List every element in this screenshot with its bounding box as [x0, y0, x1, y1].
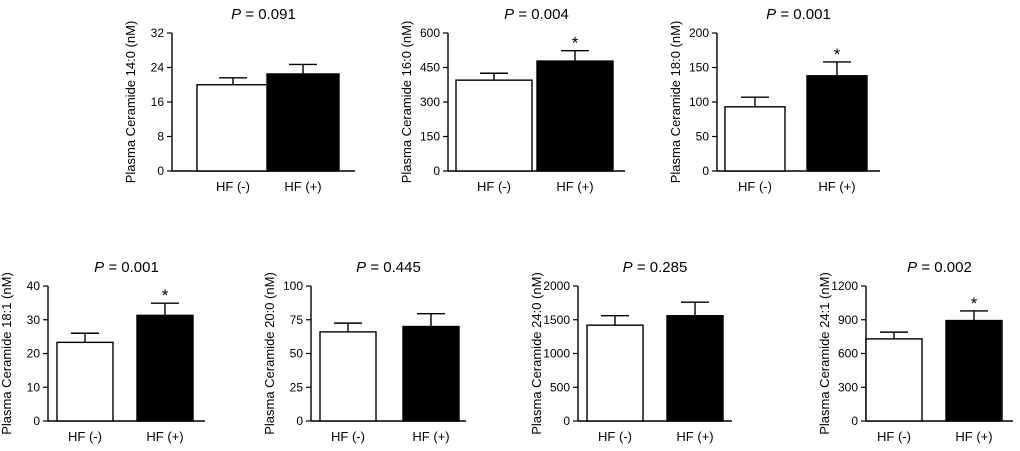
- y-tick-label: 32: [151, 26, 165, 40]
- x-category-label: HF (-): [68, 429, 102, 444]
- y-tick-label: 16: [151, 95, 165, 109]
- y-tick-label: 1000: [543, 347, 570, 361]
- y-axis-label: Plasma Ceramide 24:0 (nM): [529, 272, 544, 435]
- chart-panel-5: P = 0.445 0 25 50 75 100 Plasma Ceramide 20:0 …: [262, 259, 466, 444]
- y-axis-label: Plasma Ceramide 18:0 (nM): [668, 21, 683, 184]
- bar-hf-pos: [402, 325, 460, 422]
- bar-hf-neg: [455, 79, 533, 172]
- y-tick-label: 300: [838, 380, 858, 394]
- chart-title: P = 0.004: [504, 6, 569, 23]
- chart-title: P = 0.091: [231, 6, 296, 23]
- y-tick-label: 50: [696, 130, 710, 144]
- bar-hf-pos: [266, 73, 340, 172]
- x-category-label: HF (-): [738, 179, 772, 194]
- x-category-label: HF (-): [331, 429, 365, 444]
- y-tick-label: 2000: [543, 279, 570, 293]
- x-category-label: HF (+): [955, 429, 992, 444]
- y-tick-label: 24: [151, 61, 165, 75]
- y-tick-label: 0: [157, 164, 164, 178]
- bar-hf-pos: [666, 315, 724, 422]
- bar-hf-pos: [945, 319, 1003, 422]
- x-category-label: HF (-): [477, 179, 511, 194]
- x-category-label: HF (-): [216, 179, 250, 194]
- x-category-label: HF (+): [818, 179, 855, 194]
- y-tick-label: 1200: [831, 279, 858, 293]
- y-tick-label: 0: [296, 414, 303, 428]
- x-category-label: HF (-): [877, 429, 911, 444]
- y-tick-label: 600: [838, 347, 858, 361]
- bar-hf-neg: [865, 338, 923, 422]
- y-tick-label: 1500: [543, 313, 570, 327]
- chart-title: P = 0.445: [356, 259, 421, 276]
- chart-title: P = 0.001: [94, 259, 159, 276]
- y-tick-label: 10: [27, 380, 41, 394]
- y-tick-label: 50: [290, 347, 304, 361]
- y-tick-label: 900: [838, 313, 858, 327]
- x-category-label: HF (+): [284, 179, 321, 194]
- y-tick-label: 20: [27, 347, 41, 361]
- chart-panel-2: P = 0.004 0 150 300 450 600 Plasma Ceramide 16…: [399, 6, 625, 194]
- bar-hf-neg: [196, 84, 270, 172]
- y-tick-label: 40: [27, 279, 41, 293]
- x-category-label: HF (+): [146, 429, 183, 444]
- bar-hf-pos: [536, 60, 614, 172]
- x-category-label: HF (-): [598, 429, 632, 444]
- y-tick-label: 450: [420, 61, 440, 75]
- bar-hf-neg: [56, 341, 114, 422]
- bar-hf-pos: [136, 314, 194, 422]
- y-tick-label: 25: [290, 380, 304, 394]
- y-axis-label: Plasma Ceramide 18:1 (nM): [0, 272, 14, 435]
- significance-marker: *: [834, 45, 841, 64]
- y-tick-label: 500: [550, 380, 570, 394]
- y-tick-label: 30: [27, 313, 41, 327]
- chart-panel-1: P = 0.091 0 8 16 24 32 Plasma Ceramide 14:0 (n…: [123, 6, 355, 194]
- bar-hf-neg: [586, 324, 644, 422]
- y-axis-label: Plasma Ceramide 20:0 (nM): [262, 272, 277, 435]
- chart-panel-3: P = 0.001 0 50 100 150 200 Plasma Ceramide 18:…: [668, 6, 880, 194]
- significance-marker: *: [162, 286, 169, 305]
- chart-title: P = 0.285: [623, 259, 688, 276]
- y-axis-label: Plasma Ceramide 24:1 (nM): [817, 272, 832, 435]
- y-tick-label: 100: [283, 279, 303, 293]
- bar-hf-pos: [806, 75, 868, 172]
- y-tick-label: 150: [689, 61, 709, 75]
- y-tick-label: 0: [563, 414, 570, 428]
- chart-title: P = 0.002: [907, 259, 972, 276]
- y-tick-label: 0: [33, 414, 40, 428]
- chart-panel-4: P = 0.001 0 10 20 30 40 Plasma Ceramide 18:1 (…: [0, 259, 205, 444]
- y-tick-label: 8: [157, 130, 164, 144]
- y-tick-label: 300: [420, 95, 440, 109]
- y-tick-label: 0: [433, 164, 440, 178]
- y-tick-label: 0: [851, 414, 858, 428]
- y-tick-label: 600: [420, 26, 440, 40]
- y-axis-label: Plasma Ceramide 16:0 (nM): [399, 21, 414, 184]
- x-category-label: HF (+): [676, 429, 713, 444]
- significance-marker: *: [971, 294, 978, 313]
- bar-hf-neg: [319, 331, 377, 422]
- y-tick-label: 0: [702, 164, 709, 178]
- chart-title: P = 0.001: [766, 6, 831, 23]
- y-tick-label: 100: [689, 95, 709, 109]
- significance-marker: *: [572, 34, 579, 53]
- y-axis-label: Plasma Ceramide 14:0 (nM): [123, 21, 138, 184]
- x-category-label: HF (+): [556, 179, 593, 194]
- x-category-label: HF (+): [412, 429, 449, 444]
- y-tick-label: 150: [420, 130, 440, 144]
- y-tick-label: 200: [689, 26, 709, 40]
- bar-hf-neg: [724, 106, 786, 172]
- y-tick-label: 75: [290, 313, 304, 327]
